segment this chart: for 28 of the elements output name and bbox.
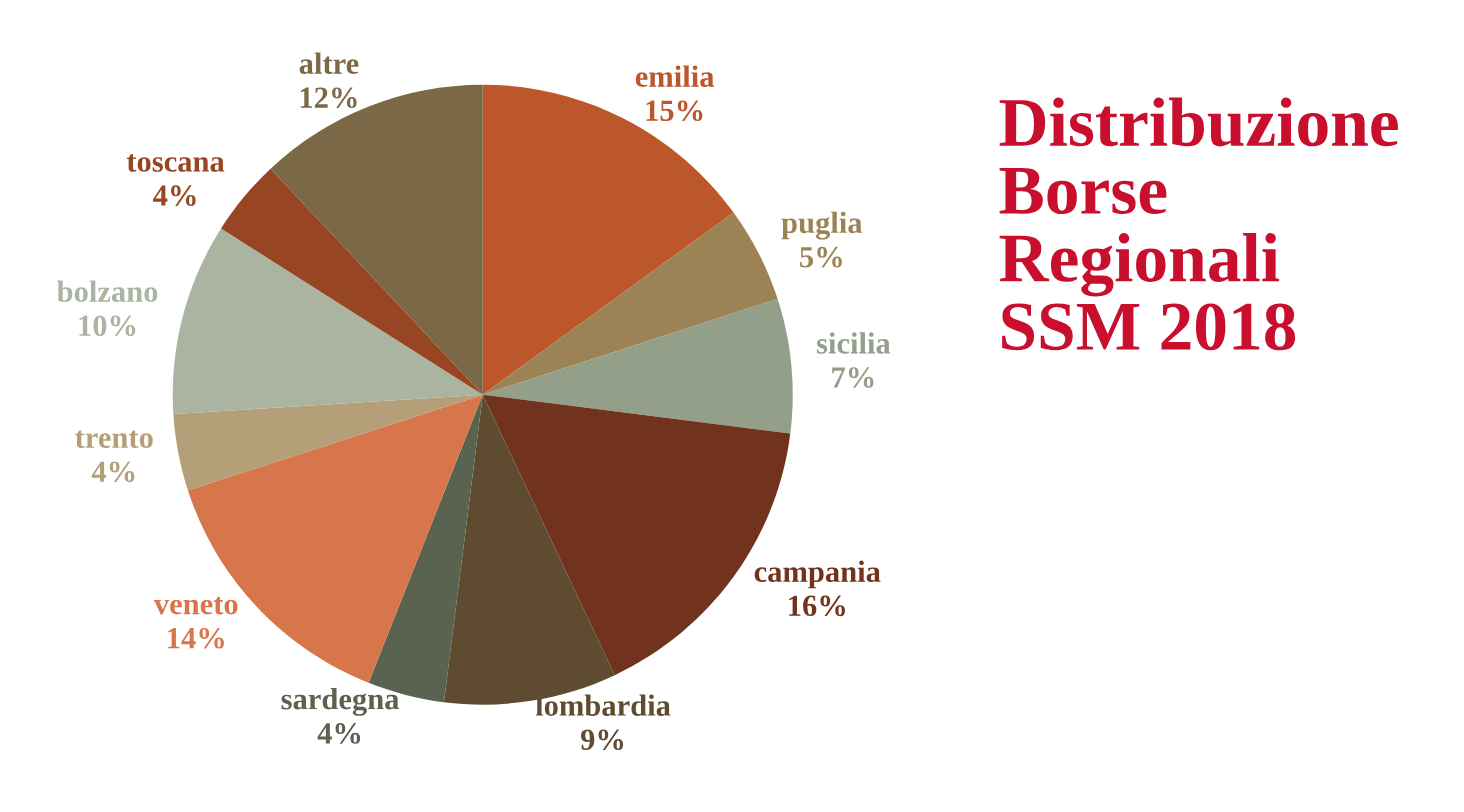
slice-label: emilia (635, 65, 715, 87)
slice-label: campania (754, 560, 881, 589)
text: Distribuzione Borse Regionali SSM 2018 (999, 97, 1398, 351)
data-label: 5% (800, 246, 842, 268)
data-label: 4% (153, 185, 196, 207)
slice-label: bolzano (56, 280, 158, 302)
data-label: 4% (91, 461, 135, 483)
pie-slice (270, 84, 483, 395)
slice-label: altre (299, 52, 359, 74)
pie-slice (172, 228, 483, 415)
data-label: 9% (580, 729, 624, 751)
data-label: 16% (789, 595, 845, 617)
slice-label: puglia (781, 211, 863, 240)
slice-label: sardegna (281, 687, 400, 716)
pie-slice (173, 394, 483, 491)
pie-slice (482, 212, 778, 395)
data-label: 12% (300, 87, 357, 109)
slice-label: sicilia (817, 332, 891, 354)
data-label: 10% (79, 315, 136, 337)
data-label: 7% (832, 367, 874, 388)
pie-slice (482, 298, 793, 434)
slice-label: veneto (153, 596, 238, 615)
data-label: 14% (168, 627, 224, 649)
slice-label: lombardia (535, 694, 671, 716)
data-label: 4% (317, 723, 361, 744)
data-label: 15% (646, 100, 703, 122)
slice-label: toscana (126, 154, 225, 172)
slice-label: trento (75, 430, 153, 448)
